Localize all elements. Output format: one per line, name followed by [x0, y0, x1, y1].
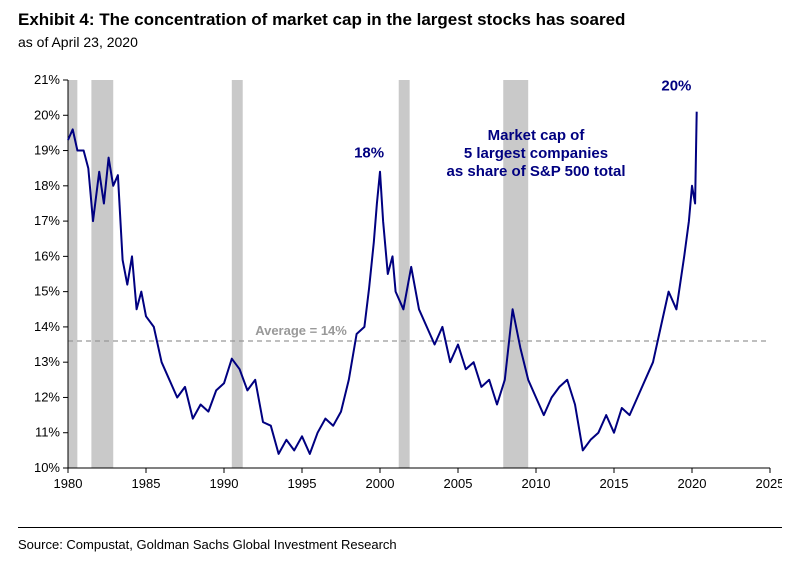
exhibit-subtitle: as of April 23, 2020 [18, 34, 138, 50]
svg-text:1995: 1995 [288, 476, 317, 491]
svg-text:18%: 18% [34, 178, 60, 193]
svg-text:15%: 15% [34, 284, 60, 299]
svg-text:16%: 16% [34, 248, 60, 263]
svg-text:2005: 2005 [444, 476, 473, 491]
svg-text:18%: 18% [354, 145, 384, 162]
svg-text:10%: 10% [34, 460, 60, 475]
svg-text:17%: 17% [34, 213, 60, 228]
divider [18, 527, 782, 528]
svg-text:12%: 12% [34, 389, 60, 404]
svg-text:19%: 19% [34, 143, 60, 158]
source-line: Source: Compustat, Goldman Sachs Global … [18, 537, 397, 552]
svg-text:21%: 21% [34, 72, 60, 87]
svg-text:20%: 20% [661, 78, 691, 95]
line-chart: 10% 11% 12% 13% 14% 15% 16% 17% 18% 19% 20% 21% 1980… [18, 62, 782, 502]
svg-text:2025: 2025 [756, 476, 782, 491]
svg-text:2000: 2000 [366, 476, 395, 491]
svg-text:1980: 1980 [54, 476, 83, 491]
svg-text:1990: 1990 [210, 476, 239, 491]
svg-text:13%: 13% [34, 354, 60, 369]
svg-text:Market cap of: Market cap of [488, 127, 586, 144]
svg-text:2010: 2010 [522, 476, 551, 491]
svg-text:11%: 11% [35, 425, 60, 440]
exhibit-title: Exhibit 4: The concentration of market c… [18, 10, 625, 30]
exhibit-page: Exhibit 4: The concentration of market c… [0, 0, 800, 564]
svg-text:5 largest companies: 5 largest companies [464, 145, 608, 162]
svg-text:2015: 2015 [600, 476, 629, 491]
svg-text:Average = 14%: Average = 14% [255, 323, 347, 338]
svg-text:2020: 2020 [678, 476, 707, 491]
svg-text:as share of S&P 500 total: as share of S&P 500 total [447, 163, 626, 180]
svg-text:20%: 20% [34, 107, 60, 122]
svg-text:14%: 14% [34, 319, 60, 334]
svg-text:1985: 1985 [132, 476, 161, 491]
